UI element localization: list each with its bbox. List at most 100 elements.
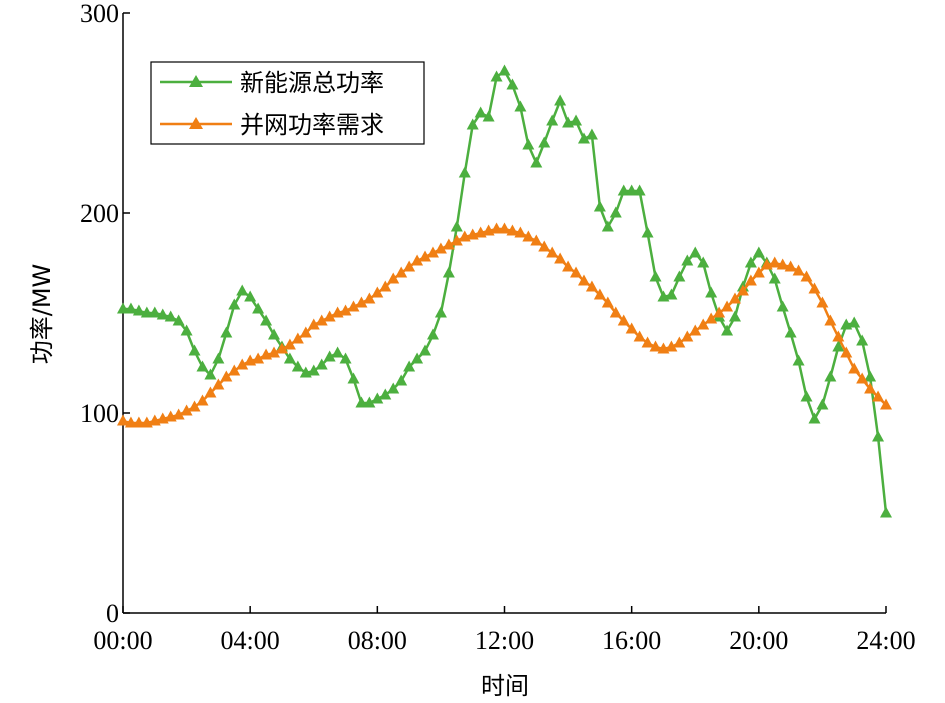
data-point-marker bbox=[411, 352, 424, 364]
data-point-marker bbox=[681, 330, 694, 342]
x-tick-label: 16:00 bbox=[602, 626, 661, 655]
data-point-marker bbox=[196, 394, 209, 406]
data-point-marker bbox=[554, 94, 567, 106]
data-point-marker bbox=[721, 300, 734, 312]
series-1 bbox=[117, 222, 892, 428]
data-point-marker bbox=[172, 408, 185, 420]
data-point-marker bbox=[291, 332, 304, 344]
data-point-marker bbox=[800, 270, 813, 282]
data-point-marker bbox=[419, 344, 432, 356]
data-point-marker bbox=[585, 128, 598, 140]
data-point-marker bbox=[609, 206, 622, 218]
data-point-marker bbox=[220, 326, 233, 338]
data-point-marker bbox=[530, 234, 543, 246]
data-point-marker bbox=[204, 368, 217, 380]
data-point-marker bbox=[768, 256, 781, 268]
data-point-marker bbox=[132, 304, 145, 316]
data-point-marker bbox=[577, 274, 590, 286]
data-point-marker bbox=[840, 346, 853, 358]
data-point-marker bbox=[697, 256, 710, 268]
legend: 新能源总功率 并网功率需求 bbox=[150, 61, 425, 145]
data-point-marker bbox=[291, 360, 304, 372]
data-point-marker bbox=[792, 354, 805, 366]
y-axis-ticks: 0 100 200 300 bbox=[80, 0, 130, 628]
data-point-marker bbox=[124, 416, 137, 428]
data-point-marker bbox=[601, 296, 614, 308]
x-tick-label: 00:00 bbox=[93, 626, 152, 655]
data-point-marker bbox=[299, 326, 312, 338]
data-point-marker bbox=[355, 296, 368, 308]
data-point-marker bbox=[411, 254, 424, 266]
data-point-marker bbox=[387, 382, 400, 394]
data-point-marker bbox=[387, 272, 400, 284]
data-point-marker bbox=[188, 400, 201, 412]
data-point-marker bbox=[140, 306, 153, 318]
data-point-marker bbox=[736, 284, 749, 296]
data-point-marker bbox=[673, 270, 686, 282]
data-point-marker bbox=[117, 414, 129, 426]
data-point-marker bbox=[800, 390, 813, 402]
data-point-marker bbox=[426, 328, 439, 340]
legend-item-grid-demand: 并网功率需求 bbox=[160, 111, 384, 139]
series-line bbox=[122, 227, 887, 425]
data-point-marker bbox=[673, 336, 686, 348]
data-point-marker bbox=[705, 286, 718, 298]
data-point-marker bbox=[506, 224, 519, 236]
data-point-marker bbox=[403, 360, 416, 372]
data-point-marker bbox=[585, 280, 598, 292]
data-point-marker bbox=[403, 260, 416, 272]
x-tick-label: 20:00 bbox=[729, 626, 788, 655]
data-point-marker bbox=[665, 340, 678, 352]
data-point-marker bbox=[426, 246, 439, 258]
data-point-marker bbox=[164, 310, 177, 322]
data-point-marker bbox=[450, 220, 463, 232]
y-tick-label: 300 bbox=[80, 0, 119, 28]
data-point-marker bbox=[180, 324, 193, 336]
data-point-marker bbox=[570, 266, 583, 278]
data-point-marker bbox=[562, 260, 575, 272]
data-point-marker bbox=[824, 370, 837, 382]
data-point-marker bbox=[744, 256, 757, 268]
data-point-marker bbox=[212, 378, 225, 390]
data-point-marker bbox=[275, 342, 288, 354]
data-point-marker bbox=[856, 372, 869, 384]
data-point-marker bbox=[848, 362, 861, 374]
data-point-marker bbox=[458, 166, 471, 178]
data-point-marker bbox=[522, 230, 535, 242]
data-point-marker bbox=[283, 352, 296, 364]
data-point-marker bbox=[713, 306, 726, 318]
data-point-marker bbox=[236, 284, 249, 296]
x-axis-title: 时间 bbox=[481, 672, 529, 700]
data-point-marker bbox=[816, 296, 829, 308]
data-point-marker bbox=[832, 340, 845, 352]
data-point-marker bbox=[395, 266, 408, 278]
data-point-marker bbox=[204, 386, 217, 398]
data-point-marker bbox=[546, 246, 559, 258]
data-point-marker bbox=[220, 370, 233, 382]
data-point-marker bbox=[268, 328, 281, 340]
series-layer bbox=[117, 64, 892, 518]
data-point-marker bbox=[450, 234, 463, 246]
data-point-marker bbox=[872, 390, 885, 402]
data-point-marker bbox=[721, 324, 734, 336]
data-point-marker bbox=[268, 346, 281, 358]
data-point-marker bbox=[252, 302, 265, 314]
y-tick-label: 0 bbox=[106, 599, 119, 628]
data-point-marker bbox=[633, 330, 646, 342]
data-point-marker bbox=[689, 246, 702, 258]
data-point-marker bbox=[728, 310, 741, 322]
data-point-marker bbox=[697, 318, 710, 330]
legend-label-renewable: 新能源总功率 bbox=[240, 69, 384, 97]
data-point-marker bbox=[228, 364, 241, 376]
data-point-marker bbox=[593, 200, 606, 212]
data-point-marker bbox=[880, 506, 892, 518]
y-tick-label: 200 bbox=[80, 199, 119, 228]
data-point-marker bbox=[522, 138, 535, 150]
data-point-marker bbox=[792, 264, 805, 276]
data-point-marker bbox=[530, 156, 543, 168]
data-point-marker bbox=[705, 312, 718, 324]
data-point-marker bbox=[124, 302, 137, 314]
data-point-marker bbox=[196, 360, 209, 372]
data-point-marker bbox=[816, 398, 829, 410]
